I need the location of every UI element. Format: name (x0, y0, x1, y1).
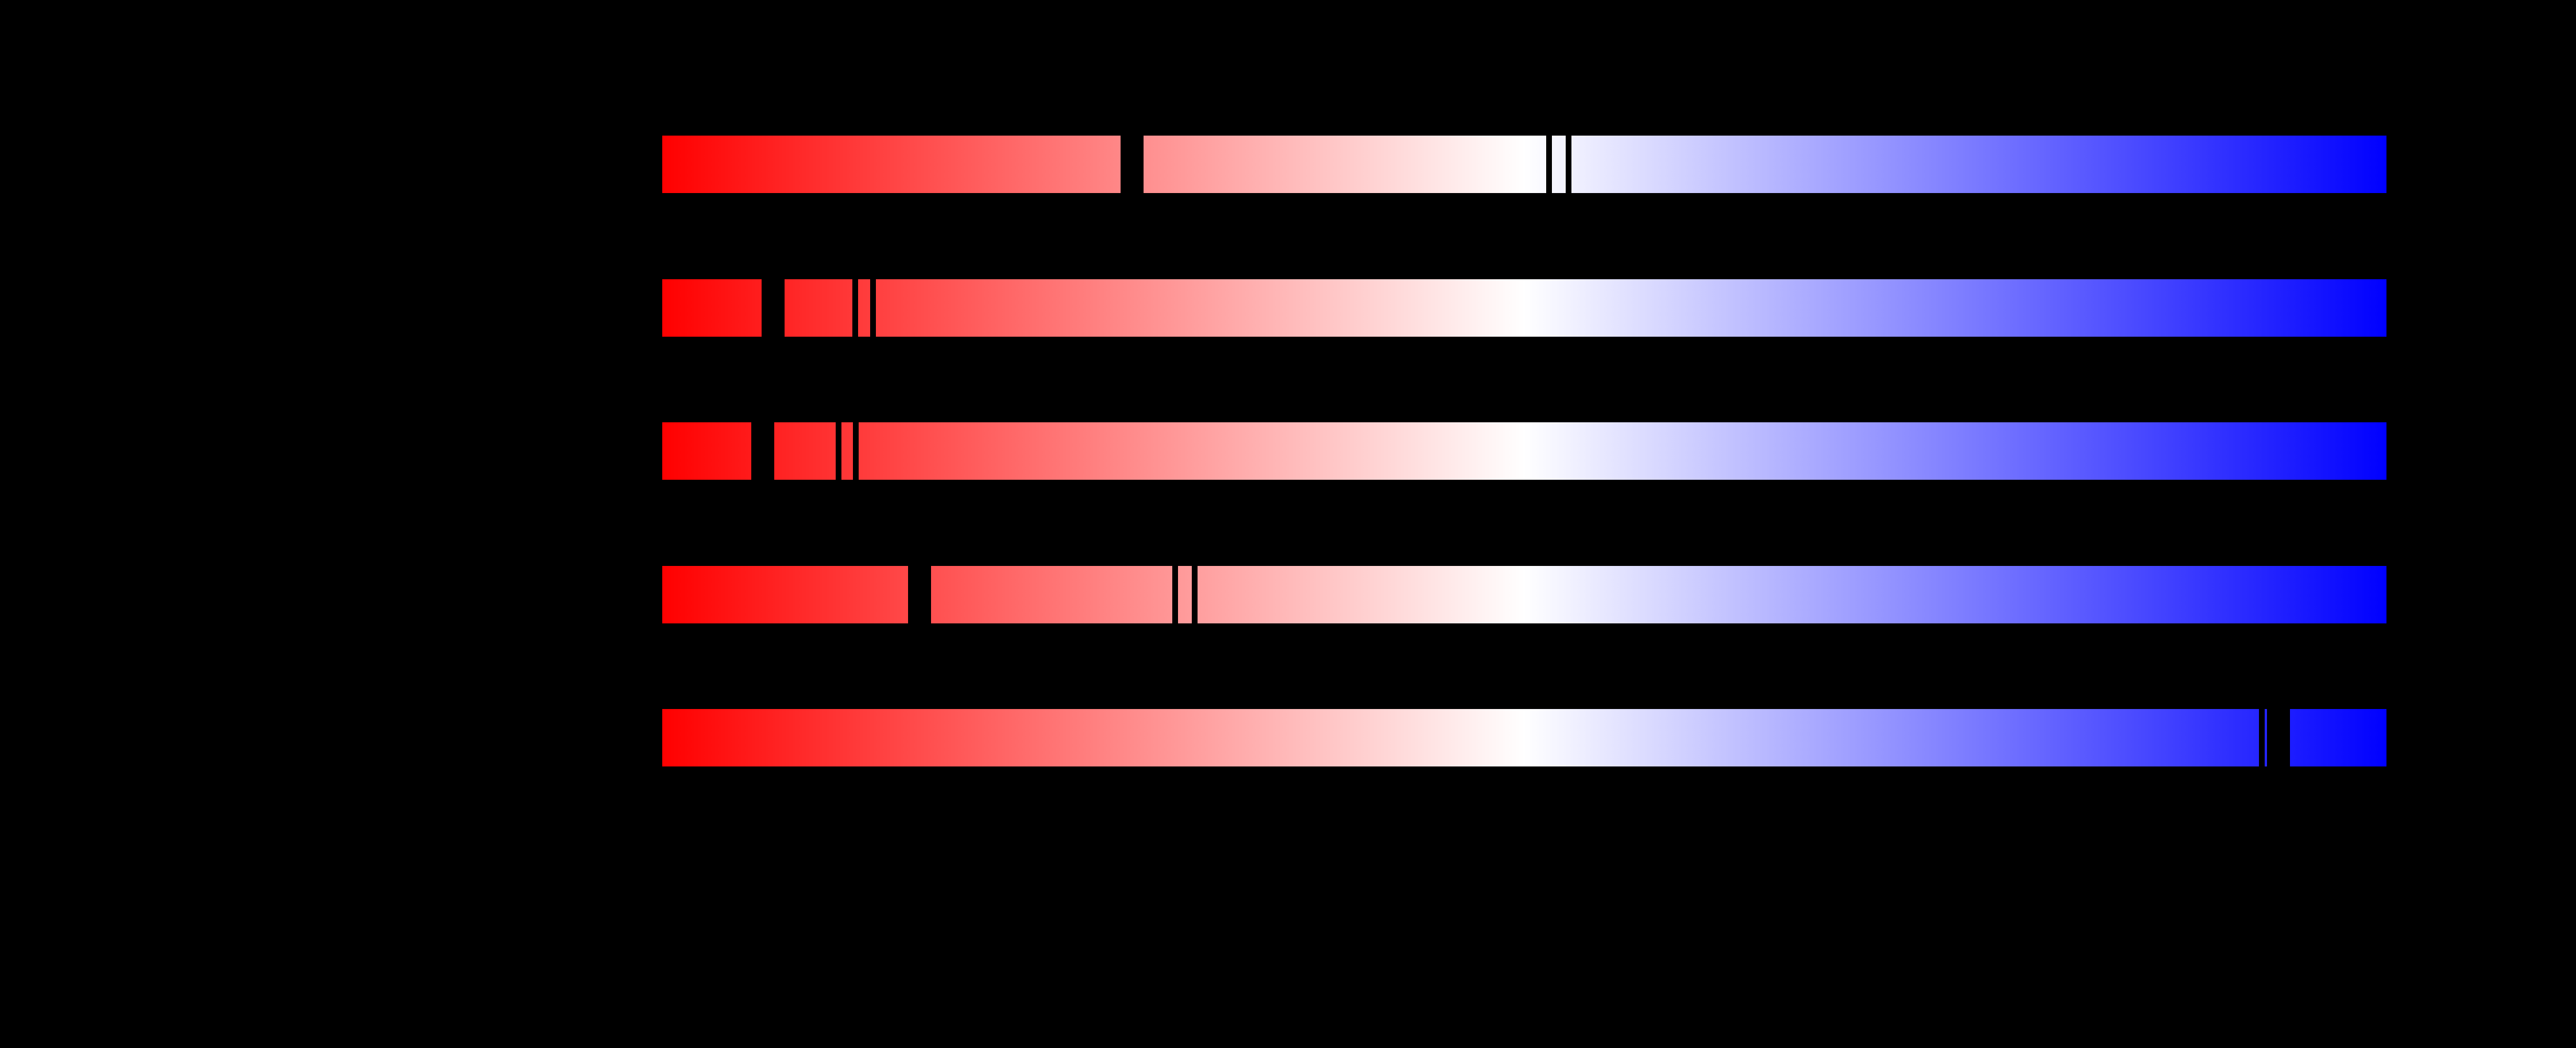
row-5-gradient-bar (662, 709, 2386, 766)
thin-marker (1566, 136, 1571, 193)
thin-marker (1172, 566, 1178, 623)
thin-marker (870, 279, 876, 337)
thick-marker (751, 422, 774, 480)
thick-marker (908, 566, 931, 623)
thin-marker (853, 422, 859, 480)
thin-marker (852, 279, 858, 337)
thin-marker (1546, 136, 1552, 193)
row-1-gradient-bar (662, 136, 2386, 193)
thin-marker (2259, 709, 2265, 766)
thin-marker (1192, 566, 1198, 623)
row-4-gradient-bar (662, 566, 2386, 623)
row-3-gradient-bar (662, 422, 2386, 480)
thin-marker (836, 422, 841, 480)
row-2-gradient-bar (662, 279, 2386, 337)
thick-marker (2267, 709, 2290, 766)
thick-marker (1121, 136, 1144, 193)
thick-marker (762, 279, 785, 337)
